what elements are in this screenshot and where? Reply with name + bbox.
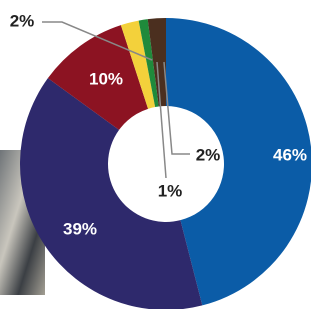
data-label: 10% <box>89 69 123 88</box>
data-label: 2% <box>10 11 35 30</box>
data-label: 46% <box>273 145 307 164</box>
page: {"chart_data": {"type": "pie", "donut": … <box>0 0 320 309</box>
data-label: 39% <box>63 219 97 238</box>
chart: 46% 39% 10% 2% 1% 2% <box>0 0 311 309</box>
data-label: 2% <box>196 145 221 164</box>
data-label: 1% <box>158 181 183 200</box>
